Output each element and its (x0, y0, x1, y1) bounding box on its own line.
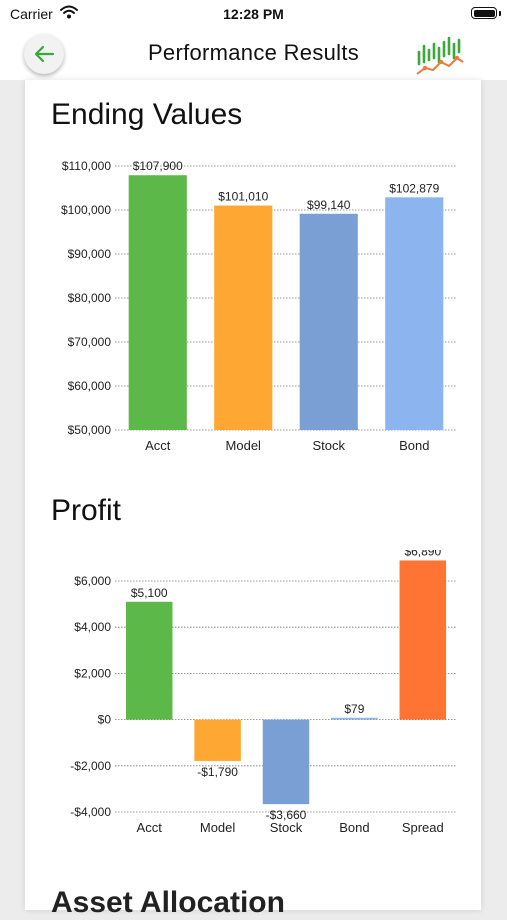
x-tick-label: Bond (339, 820, 369, 835)
app-logo-chart-icon (413, 32, 467, 83)
ending-values-title: Ending Values (51, 98, 243, 131)
data-label: $101,010 (218, 190, 268, 204)
x-tick-label: Stock (312, 438, 345, 453)
carrier-label: Carrier (10, 6, 53, 22)
battery-tip (499, 11, 501, 16)
y-tick-label: $4,000 (74, 620, 111, 634)
back-button[interactable] (24, 34, 64, 74)
data-label: $102,879 (389, 181, 439, 195)
data-label: -$1,790 (197, 765, 238, 779)
battery-icon (471, 7, 497, 19)
y-tick-label: $80,000 (68, 291, 112, 305)
wifi-icon (60, 5, 78, 24)
y-tick-label: -$4,000 (70, 805, 111, 819)
data-label: $107,900 (133, 159, 183, 173)
y-tick-label: $100,000 (61, 203, 111, 217)
x-tick-label: Model (226, 438, 262, 453)
x-tick-label: Acct (145, 438, 171, 453)
y-tick-label: $70,000 (68, 335, 112, 349)
profit-title: Profit (51, 494, 122, 527)
y-tick-label: -$2,000 (70, 759, 111, 773)
x-tick-label: Bond (399, 438, 429, 453)
y-tick-label: $50,000 (68, 423, 112, 437)
y-tick-label: $2,000 (74, 666, 111, 680)
bar-spread (399, 560, 447, 720)
bar-acct (125, 601, 173, 720)
nav-bar: Performance Results (0, 28, 507, 80)
bar-model (194, 719, 241, 761)
x-tick-label: Stock (270, 820, 303, 835)
results-card[interactable]: Ending Values $50,000 $60,000 $70,000 $80,0… (25, 80, 481, 919)
bar-stock (299, 213, 358, 430)
y-tick-label: $90,000 (68, 247, 112, 261)
arrow-left-icon (34, 45, 55, 63)
status-bar: Carrier 12:28 PM (0, 0, 507, 28)
y-tick-label: $6,000 (74, 574, 111, 588)
data-label: $99,140 (307, 198, 351, 212)
y-tick-label: $110,000 (62, 159, 111, 173)
profit-chart: -$4,000 -$2,000 $0 $2,000 $4,000 $6,000 $5,100… (70, 550, 457, 835)
bar-bond (331, 717, 378, 720)
bar-acct (128, 175, 187, 430)
data-label: $6,890 (404, 550, 441, 558)
y-tick-label: $60,000 (68, 379, 112, 393)
data-label: -$3,660 (266, 808, 307, 822)
bar-model (214, 205, 273, 430)
ending-values-chart: $50,000 $60,000 $70,000 $80,000 $90,000 $100,… (61, 159, 457, 453)
data-label: $79 (344, 702, 364, 716)
y-tick-label: $0 (98, 713, 112, 727)
page-title: Performance Results (147, 40, 360, 65)
status-time: 12:28 PM (223, 6, 284, 22)
asset-allocation-title: Asset Allocation (51, 886, 285, 919)
bar-bond (385, 197, 444, 430)
data-label: $5,100 (131, 586, 168, 600)
x-tick-label: Model (200, 820, 236, 835)
x-tick-label: Acct (137, 820, 163, 835)
bar-stock (262, 719, 310, 805)
x-tick-label: Spread (402, 820, 444, 835)
